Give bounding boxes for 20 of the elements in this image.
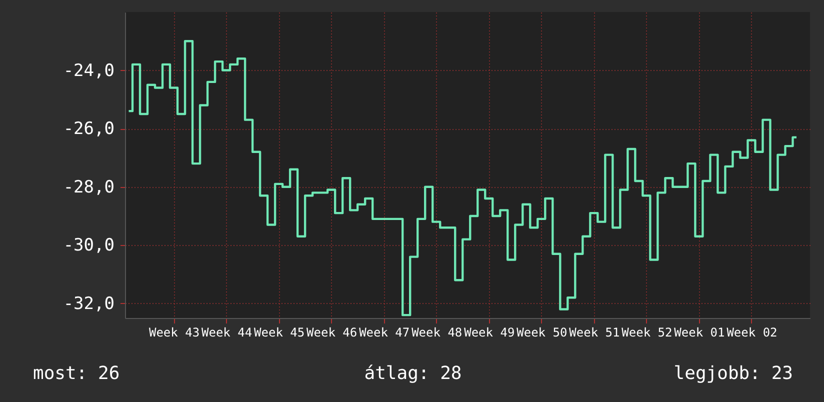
y-tick-label: -30,0 [63,236,114,256]
y-tick-label: -32,0 [63,294,114,314]
text: most: 26 [33,363,120,384]
x-tick-label: Week 50 [516,326,568,340]
text: átlag: 28 [364,363,462,384]
x-tick-label: Week 48 [412,326,462,340]
x-tick-label: Week 45 [254,326,305,340]
x-tick-label: Week 01 [674,326,725,340]
text: legjobb: 23 [674,363,793,384]
x-tick-label: Week 52 [622,326,672,340]
y-tick-label: -28,0 [63,177,114,198]
x-tick-label: Week 46 [306,326,358,340]
x-tick-label: Week 49 [464,326,515,340]
x-tick-label: Week 51 [569,326,620,340]
y-tick-label: -24,0 [63,60,114,81]
x-tick-label: Week 44 [202,326,252,340]
x-tick-label: Week 47 [359,326,410,340]
y-tick-label: -26,0 [63,119,114,140]
x-tick-label: Week 43 [148,326,200,340]
x-tick-label: Week 02 [726,326,778,340]
